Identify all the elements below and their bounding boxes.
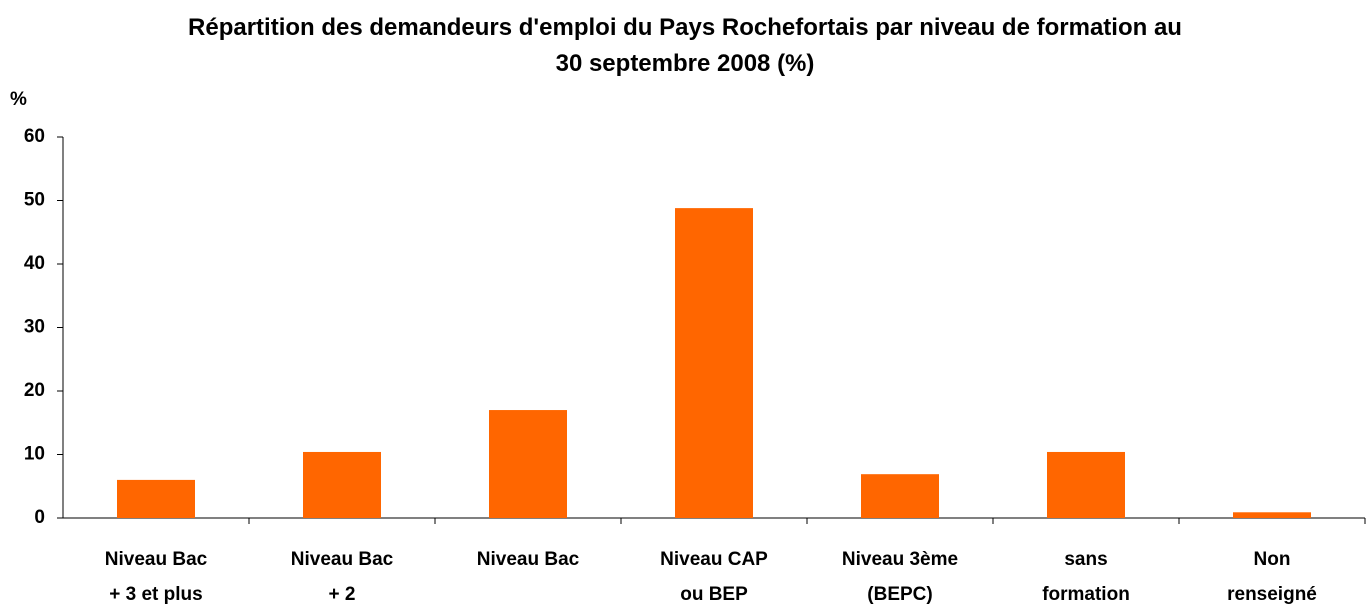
x-tick-label: Niveau Bac [477, 549, 580, 570]
x-tick-label: Niveau CAP ou BEP [660, 549, 768, 605]
x-tick-label: Niveau Bac + 2 [291, 549, 394, 605]
y-tick-label: 20 [24, 380, 45, 401]
y-tick-label: 40 [24, 253, 45, 274]
bar [861, 474, 939, 518]
bar [303, 451, 381, 518]
bar [675, 208, 753, 518]
x-tick-label: Non renseigné [1227, 549, 1317, 605]
y-tick-label: 10 [24, 444, 45, 465]
bar [489, 410, 567, 518]
x-tick-label: Niveau Bac + 3 et plus [105, 549, 208, 605]
bar [1047, 451, 1125, 518]
y-tick-label: 30 [24, 317, 45, 338]
bar [117, 479, 195, 518]
x-tick-label: sans formation [1042, 549, 1130, 605]
chart-title: Répartition des demandeurs d'emploi du P… [188, 14, 1182, 77]
y-tick-label: 0 [34, 507, 45, 528]
y-axis-label: % [10, 89, 27, 110]
bar [1233, 512, 1311, 518]
y-tick-label: 60 [24, 126, 45, 147]
x-tick-label: Niveau 3ème (BEPC) [842, 549, 958, 605]
y-tick-label: 50 [24, 190, 45, 211]
